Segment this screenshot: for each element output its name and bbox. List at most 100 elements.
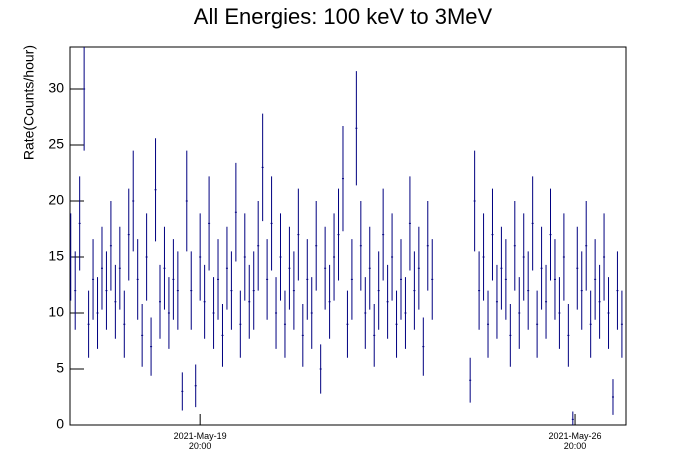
error-bar [594,239,597,320]
error-bar [549,188,552,281]
error-bar [373,304,376,367]
error-bar [417,226,420,310]
error-bar [212,277,215,349]
error-bar [598,264,601,339]
error-bar [558,277,561,349]
error-bar [167,277,170,349]
y-tick-label: 25 [48,136,64,152]
error-bar [580,251,583,330]
error-bar [118,226,121,310]
error-bar [576,226,579,310]
error-bar [150,317,153,376]
error-bar [518,277,521,349]
error-bar [589,290,592,358]
error-bar [266,239,269,320]
error-bar [426,201,429,291]
error-bar [163,226,166,310]
error-bar [252,251,255,330]
error-bar [571,411,574,425]
error-bar [377,251,380,330]
error-bar [301,304,304,367]
error-bar [346,290,349,358]
error-bar [306,239,309,320]
error-bar [248,264,251,339]
error-bar [114,264,117,339]
error-bar [386,264,389,339]
error-bar [500,226,503,310]
error-bar [473,150,476,252]
error-bar [495,264,498,339]
error-bar [109,201,112,291]
error-bar [319,344,322,394]
error-bar [422,317,425,376]
error-bar [78,176,81,271]
error-bar [292,251,295,330]
error-bar [413,251,416,330]
error-bar [217,239,220,320]
y-tick-label: 20 [48,192,64,208]
y-tick-label: 30 [48,80,64,96]
error-bar [74,251,77,330]
error-bar [145,213,148,301]
error-bar [225,226,228,310]
error-bar [105,251,108,330]
error-bar [391,213,394,301]
error-bar [341,125,344,232]
error-bar [141,304,144,367]
error-bar [87,290,90,358]
error-bar [504,239,507,320]
error-bar [185,150,188,252]
error-bar [350,239,353,320]
error-bar [536,290,539,358]
error-bar [513,201,516,291]
error-bar [181,372,184,411]
error-bar [234,162,237,262]
error-bar [616,251,619,330]
error-bar [243,213,246,301]
error-bar [359,201,362,291]
error-bar [553,239,556,320]
error-bar [199,213,202,301]
x-tick-label: 2021-May-19 20:00 [173,431,227,451]
error-bar [221,304,224,367]
error-bar [257,201,260,291]
y-tick-label: 0 [56,416,64,432]
error-bar [123,290,126,358]
y-axis-label: Rate(Counts/hour) [21,45,37,160]
error-bar [527,251,530,330]
error-bar [159,264,162,339]
error-bar [69,213,72,301]
error-bar [364,277,367,349]
error-bar [270,176,273,271]
error-bar [132,150,135,252]
error-bar [96,277,99,349]
error-bar [620,290,623,358]
error-bar [567,304,570,367]
error-bar [404,277,407,349]
error-bar [203,264,206,339]
error-bar [208,176,211,271]
error-bar [395,290,398,358]
error-bar [522,213,525,301]
error-bar [431,239,434,320]
y-tick-label: 15 [48,248,64,264]
error-bar [469,357,472,403]
error-bar [540,226,543,310]
error-bar [545,264,548,339]
error-bar [611,379,614,415]
x-tick-label: 2021-May-26 20:00 [548,431,602,451]
error-bar [310,277,313,349]
error-bar [279,213,282,301]
error-bar [487,290,490,358]
error-bar [190,251,193,330]
error-bar [127,188,130,281]
error-bar [83,47,86,151]
error-bar [230,251,233,330]
plot-frame [69,46,627,426]
error-bar [408,176,411,271]
error-bar [194,364,197,408]
error-bar [509,304,512,367]
error-bar [585,201,588,291]
